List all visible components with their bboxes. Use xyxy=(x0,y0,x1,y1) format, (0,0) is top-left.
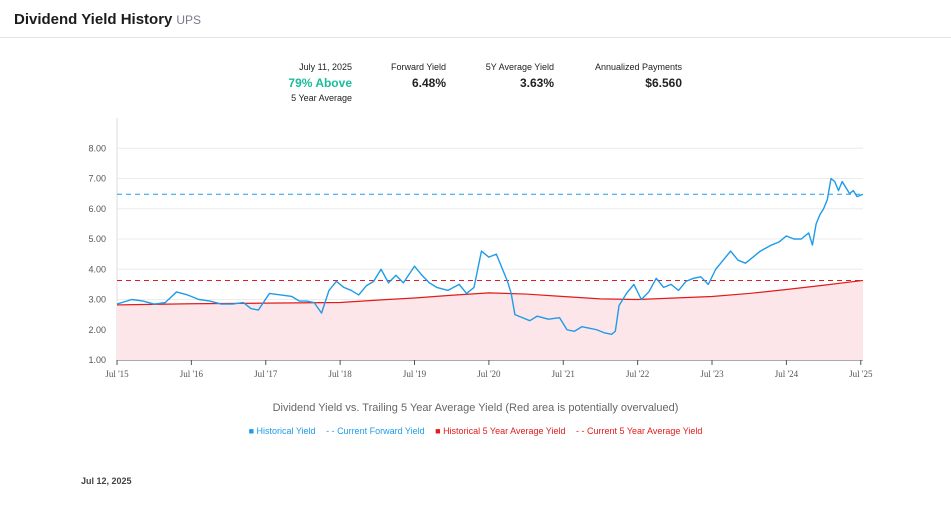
historical-yield-line xyxy=(116,177,864,335)
yield-chart: 1.00 2.00 3.00 4.00 5.00 6.00 7.00 8.00 Jul '15 J… xyxy=(88,118,873,379)
x-tick-label: Jul '18 xyxy=(328,369,352,379)
stat-date-block: July 11, 2025 79% Above 5 Year Average xyxy=(288,62,352,103)
x-tick-label: Jul '20 xyxy=(477,369,501,379)
ticker-symbol: UPS xyxy=(176,13,202,27)
stat-avg-block: 5Y Average Yield 3.63% xyxy=(486,62,554,90)
y-tick-label: 4.00 xyxy=(88,264,106,274)
overvalued-area xyxy=(117,280,863,360)
x-tick-label: Jul '16 xyxy=(180,369,204,379)
stat-above-value: 79% Above xyxy=(288,76,352,90)
chart-caption: Dividend Yield vs. Trailing 5 Year Avera… xyxy=(272,402,679,414)
y-tick-label: 7.00 xyxy=(88,174,106,184)
y-tick-label: 1.00 xyxy=(88,355,106,365)
legend-cur-avg5[interactable]: - - Current 5 Year Average Yield xyxy=(576,426,703,436)
x-tick-label: Jul '17 xyxy=(254,369,278,379)
avg5-series-line xyxy=(116,279,864,306)
x-tick-label: Jul '19 xyxy=(403,369,427,379)
x-tick-label: Jul '25 xyxy=(849,369,873,379)
legend-forward[interactable]: - - Current Forward Yield xyxy=(326,426,425,436)
y-tick-label: 3.00 xyxy=(88,295,106,305)
x-tick-label: Jul '23 xyxy=(700,369,724,379)
y-tick-label: 5.00 xyxy=(88,234,106,244)
y-tick-label: 8.00 xyxy=(88,143,106,153)
stat-forward-value: 6.48% xyxy=(411,76,446,90)
y-tick-label: 6.00 xyxy=(88,204,106,214)
stat-date: July 11, 2025 xyxy=(299,62,352,72)
x-tick-label: Jul '24 xyxy=(775,369,799,379)
stat-payments-label: Annualized Payments xyxy=(594,62,682,72)
stat-avg-label: 5Y Average Yield xyxy=(485,62,554,72)
legend-historical[interactable]: ■ Historical Yield xyxy=(248,426,316,436)
footer-date: Jul 12, 2025 xyxy=(81,476,132,486)
page-header: Dividend Yield History UPS xyxy=(0,0,951,38)
stat-above-sub: 5 Year Average xyxy=(291,93,352,103)
page-title: Dividend Yield History UPS xyxy=(14,11,202,28)
stat-payments-block: Annualized Payments $6.560 xyxy=(595,62,682,90)
stat-avg-value: 3.63% xyxy=(519,76,554,90)
legend-avg5[interactable]: ■ Historical 5 Year Average Yield xyxy=(435,426,566,436)
chart-legend: ■ Historical Yield - - Current Forward Y… xyxy=(0,426,951,436)
stat-forward-block: Forward Yield 6.48% xyxy=(391,62,446,90)
stat-payments-value: $6.560 xyxy=(645,76,682,90)
stat-forward-label: Forward Yield xyxy=(390,62,446,72)
y-tick-label: 2.00 xyxy=(88,325,106,335)
x-tick-label: Jul '22 xyxy=(626,369,649,379)
x-tick-label: Jul '21 xyxy=(552,369,575,379)
x-tick-label: Jul '15 xyxy=(105,369,129,379)
